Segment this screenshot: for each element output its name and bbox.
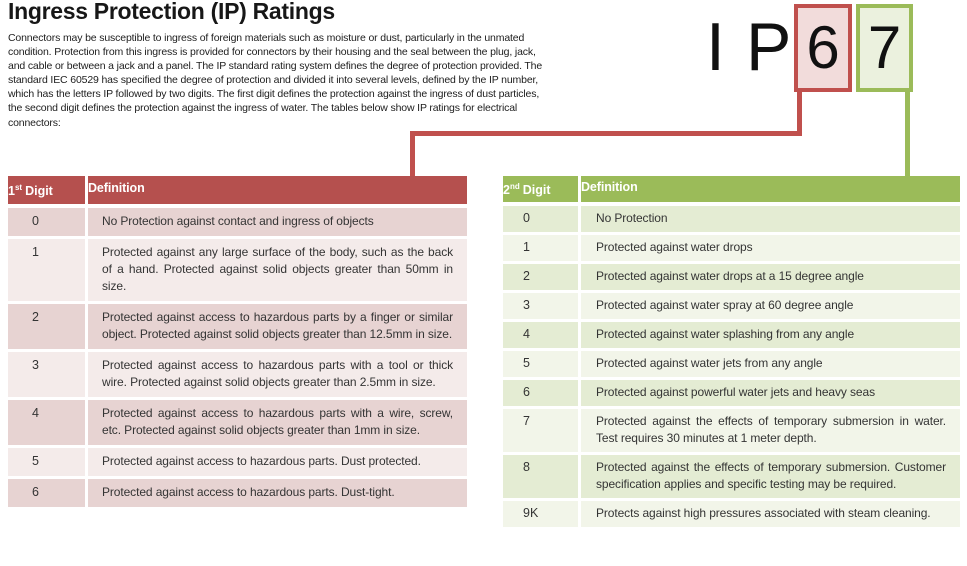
definition-cell: Protected against the effects of tempora… [581, 455, 960, 499]
digit-cell: 7 [503, 409, 578, 453]
red-connector-line-vertical-top [797, 90, 802, 134]
ip-letter-i: I [706, 9, 725, 85]
first-digit-table: 1st Digit Definition 0 No Protection agai… [8, 176, 467, 510]
table-row: 9K Protects against high pressures assoc… [503, 501, 960, 528]
digit-cell: 9K [503, 501, 578, 528]
definition-cell: No Protection [581, 206, 960, 233]
table-row: 0 No Protection against contact and ingr… [8, 208, 467, 237]
table-row: 2 Protected against water drops at a 15 … [503, 264, 960, 291]
header-digit-number: 2 [503, 183, 510, 198]
ip-letter-p: P [746, 9, 792, 85]
definition-cell: Protected against water drops [581, 235, 960, 262]
definition-cell: Protected against access to hazardous pa… [88, 352, 467, 398]
second-digit-table: 2nd Digit Definition 0 No Protection 1 Pr… [503, 176, 960, 530]
table-row: 2 Protected against access to hazardous … [8, 304, 467, 350]
digit-cell: 0 [503, 206, 578, 233]
table-row: 5 Protected against water jets from any … [503, 351, 960, 378]
digit-cell: 4 [8, 400, 85, 446]
first-digit-box: 6 [794, 4, 852, 92]
green-connector-line-vertical [905, 90, 910, 176]
table-row: 1 Protected against any large surface of… [8, 239, 467, 302]
digit-cell: 1 [8, 239, 85, 302]
table-row: 4 Protected against access to hazardous … [8, 400, 467, 446]
column-header-second-digit: 2nd Digit [503, 176, 578, 203]
ip-rating-graphic: I P 6 7 [698, 4, 916, 92]
digit-cell: 5 [8, 448, 85, 477]
digit-cell: 5 [503, 351, 578, 378]
digit-cell: 2 [503, 264, 578, 291]
definition-cell: Protected against any large surface of t… [88, 239, 467, 302]
second-digit-box: 7 [856, 4, 913, 92]
table-row: 7 Protected against the effects of tempo… [503, 409, 960, 453]
definition-cell: Protected against the effects of tempora… [581, 409, 960, 453]
table-row: 1 Protected against water drops [503, 235, 960, 262]
definition-cell: Protected against water jets from any an… [581, 351, 960, 378]
table-row: 0 No Protection [503, 206, 960, 233]
definition-cell: Protected against access to hazardous pa… [88, 400, 467, 446]
table-row: 3 Protected against water spray at 60 de… [503, 293, 960, 320]
header-digit-number: 1 [8, 184, 15, 199]
definition-cell: Protected against access to hazardous pa… [88, 448, 467, 477]
red-connector-line-vertical-bottom [410, 134, 415, 176]
digit-cell: 3 [8, 352, 85, 398]
column-header-definition: Definition [88, 176, 467, 205]
definition-cell: Protects against high pressures associat… [581, 501, 960, 528]
table-row: 5 Protected against access to hazardous … [8, 448, 467, 477]
table-row: 6 Protected against powerful water jets … [503, 380, 960, 407]
definition-cell: Protected against access to hazardous pa… [88, 304, 467, 350]
table-row: 8 Protected against the effects of tempo… [503, 455, 960, 499]
digit-cell: 3 [503, 293, 578, 320]
header-digit-word: Digit [522, 183, 551, 198]
table-row: 3 Protected against access to hazardous … [8, 352, 467, 398]
column-header-definition: Definition [581, 176, 960, 203]
page-title: Ingress Protection (IP) Ratings [8, 0, 335, 24]
digit-cell: 8 [503, 455, 578, 499]
table-header-row: 2nd Digit Definition [503, 176, 960, 203]
red-connector-line-horizontal [410, 131, 802, 136]
definition-cell: Protected against powerful water jets an… [581, 380, 960, 407]
definition-cell: Protected against water drops at a 15 de… [581, 264, 960, 291]
header-digit-word: Digit [25, 184, 53, 199]
digit-cell: 4 [503, 322, 578, 349]
header-digit-ordinal: st [14, 183, 23, 192]
header-digit-ordinal: nd [509, 182, 520, 191]
definition-cell: Protected against water spray at 60 degr… [581, 293, 960, 320]
digit-cell: 2 [8, 304, 85, 350]
table-row: 6 Protected against access to hazardous … [8, 479, 467, 508]
table-header-row: 1st Digit Definition [8, 176, 467, 205]
definition-cell: Protected against access to hazardous pa… [88, 479, 467, 508]
table-row: 4 Protected against water splashing from… [503, 322, 960, 349]
digit-cell: 0 [8, 208, 85, 237]
column-header-first-digit: 1st Digit [8, 176, 85, 205]
digit-cell: 6 [8, 479, 85, 508]
definition-cell: No Protection against contact and ingres… [88, 208, 467, 237]
intro-paragraph: Connectors may be susceptible to ingress… [8, 32, 543, 129]
digit-cell: 6 [503, 380, 578, 407]
digit-cell: 1 [503, 235, 578, 262]
definition-cell: Protected against water splashing from a… [581, 322, 960, 349]
